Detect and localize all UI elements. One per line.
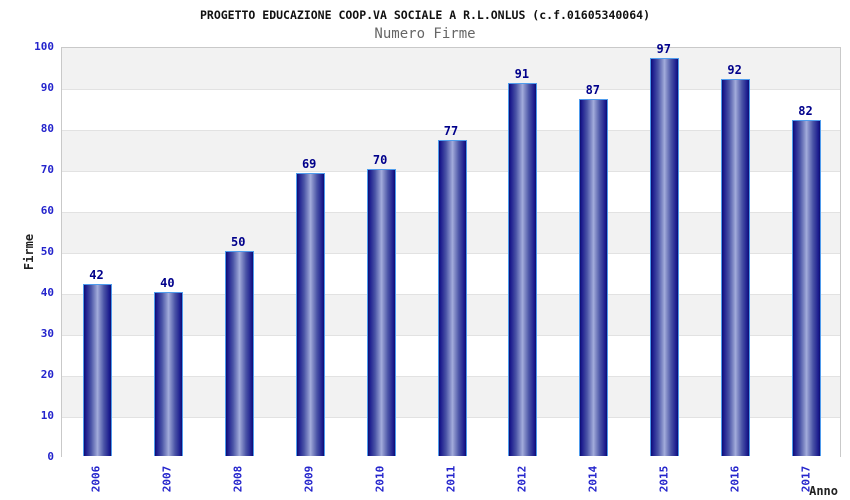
x-tick-label-2006: 2006 xyxy=(89,465,103,493)
bar-2006 xyxy=(82,283,112,456)
bar-2009 xyxy=(295,173,325,456)
y-tick-label: 20 xyxy=(40,368,54,381)
bar-value-label: 50 xyxy=(231,235,246,249)
x-axis-title: Anno xyxy=(809,484,838,498)
y-tick-label: 80 xyxy=(40,122,54,135)
x-tick-label-2009: 2009 xyxy=(302,465,316,493)
bar-2012 xyxy=(508,82,538,456)
y-tick-label: 70 xyxy=(40,163,54,176)
plot-area xyxy=(61,47,841,458)
bar-value-label: 70 xyxy=(372,153,388,167)
x-tick-label-2008: 2008 xyxy=(231,465,245,493)
y-tick-label: 100 xyxy=(34,40,54,53)
y-tick-label: 30 xyxy=(40,327,54,340)
bar-2017 xyxy=(792,119,822,456)
x-tick-label-2011: 2011 xyxy=(444,465,458,493)
bar-2010 xyxy=(366,169,396,456)
bar-value-label: 69 xyxy=(301,157,317,172)
y-axis-title: Firme xyxy=(22,233,36,271)
bar-value-label: 42 xyxy=(89,267,104,282)
y-tick-label: 90 xyxy=(40,81,54,94)
bar-2016 xyxy=(721,78,751,456)
x-tick-label-2014: 2014 xyxy=(586,465,600,493)
y-tick-label: 60 xyxy=(40,204,54,217)
gridline xyxy=(62,130,840,131)
x-tick-label-2016: 2016 xyxy=(728,465,742,493)
bar-value-label: 92 xyxy=(727,62,742,77)
bar-2015 xyxy=(650,58,680,456)
chart-title: PROGETTO EDUCAZIONE COOP.VA SOCIALE A R.… xyxy=(199,8,651,22)
y-tick-label: 50 xyxy=(40,245,54,258)
bar-2008 xyxy=(224,251,254,456)
x-tick-label-2012: 2012 xyxy=(515,465,529,493)
y-tick-label: 40 xyxy=(40,286,54,299)
bar-value-label: 97 xyxy=(656,42,671,57)
x-tick-label-2007: 2007 xyxy=(160,465,174,493)
plot-band xyxy=(62,89,840,130)
x-tick-label-2010: 2010 xyxy=(373,465,387,493)
x-tick-label-2015: 2015 xyxy=(657,465,671,493)
y-tick-label: 0 xyxy=(47,450,54,463)
bar-2007 xyxy=(153,292,183,456)
bar-2011 xyxy=(437,140,467,456)
chart-subtitle: Numero Firme xyxy=(374,26,476,42)
bar-value-label: 91 xyxy=(514,66,530,81)
bar-2014 xyxy=(579,99,609,456)
bar-value-label: 87 xyxy=(585,83,601,98)
bar-value-label: 40 xyxy=(160,276,175,290)
plot-band xyxy=(62,48,840,89)
bar-value-label: 77 xyxy=(443,124,459,139)
bar-value-label: 82 xyxy=(798,103,813,118)
gridline xyxy=(62,89,840,90)
y-tick-label: 10 xyxy=(40,409,54,422)
